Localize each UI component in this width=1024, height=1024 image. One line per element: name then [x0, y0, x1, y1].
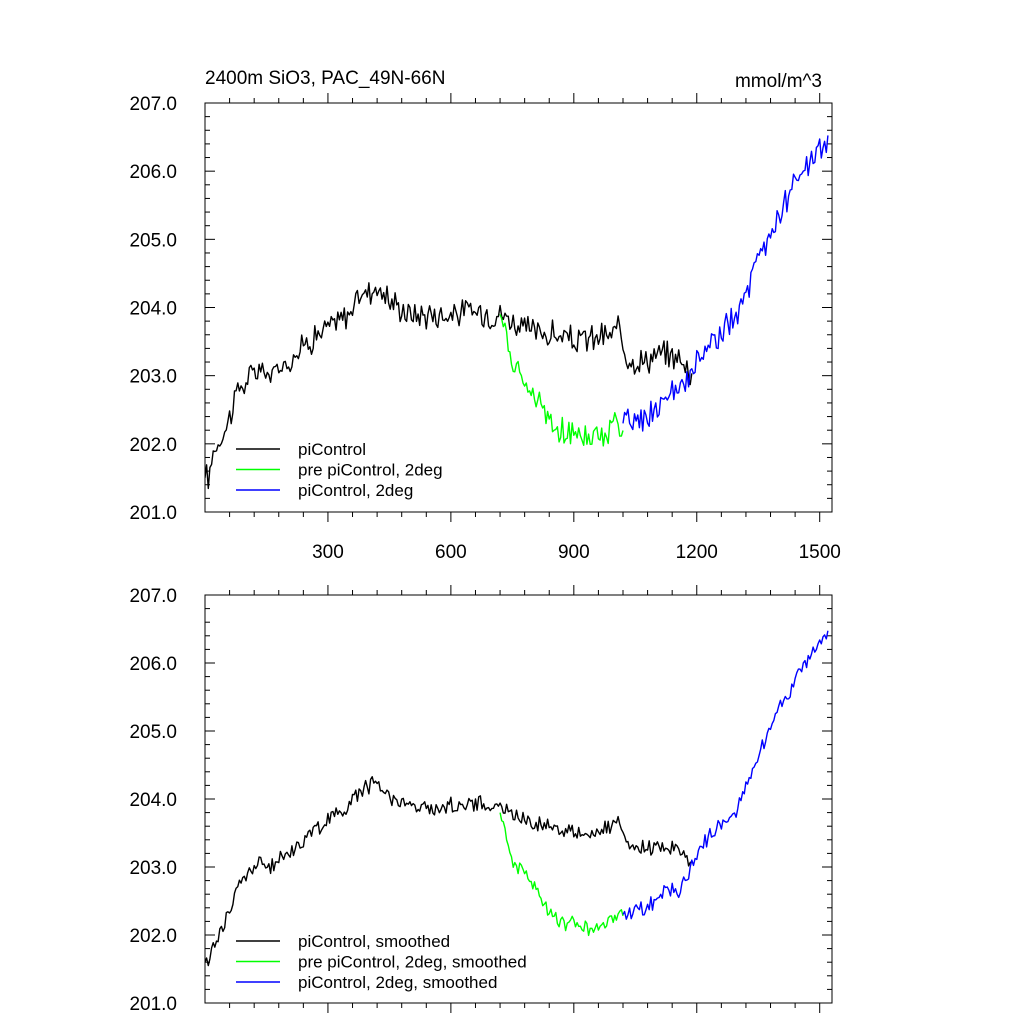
legend-label: pre piControl, 2deg — [298, 461, 443, 480]
series-line-pre-picontrol-2deg-smoothed — [499, 812, 624, 937]
chart-title: 2400m SiO3, PAC_49N-66N — [205, 68, 445, 89]
y-tick-label: 207.0 — [129, 586, 177, 607]
y-tick-label: 205.0 — [129, 722, 177, 743]
series-line-picontrol-smoothed — [205, 776, 693, 967]
y-tick-label: 203.0 — [129, 367, 177, 388]
y-tick-label: 202.0 — [129, 926, 177, 947]
series-line-pre-picontrol-2deg — [499, 314, 624, 447]
x-tick-label: 300 — [312, 542, 344, 563]
y-tick-label: 203.0 — [129, 858, 177, 879]
series-line-picontrol-2deg-smoothed — [622, 630, 829, 920]
y-tick-label: 206.0 — [129, 654, 177, 675]
y-tick-label: 205.0 — [129, 230, 177, 251]
x-tick-label: 1500 — [799, 542, 841, 563]
legend-label: piControl, 2deg — [298, 481, 413, 500]
y-tick-label: 201.0 — [129, 994, 177, 1015]
legend-label: piControl, 2deg, smoothed — [298, 973, 497, 992]
legend-label: pre piControl, 2deg, smoothed — [298, 953, 527, 972]
series-line-picontrol — [205, 282, 693, 490]
y-tick-label: 204.0 — [129, 299, 177, 320]
units-label: mmol/m^3 — [735, 71, 822, 92]
legend-label: piControl, smoothed — [298, 932, 450, 951]
y-tick-label: 207.0 — [129, 94, 177, 115]
legend-label: piControl — [298, 440, 366, 459]
chart-panel-2: 201.0 202.0 203.0 204.0 205.0 206.0 207.0 piCon… — [129, 585, 833, 1015]
y-tick-label: 201.0 — [129, 503, 177, 524]
chart-panel-1: 201.0 202.0 203.0 204.0 205.0 206.0 207.0 300 60… — [129, 68, 840, 563]
y-tick-label: 204.0 — [129, 790, 177, 811]
series-line-picontrol-2deg — [622, 135, 829, 432]
x-tick-label: 600 — [435, 542, 467, 563]
x-tick-label: 900 — [558, 542, 590, 563]
x-tick-label: 1200 — [676, 542, 718, 563]
y-tick-label: 206.0 — [129, 162, 177, 183]
y-tick-label: 202.0 — [129, 435, 177, 456]
